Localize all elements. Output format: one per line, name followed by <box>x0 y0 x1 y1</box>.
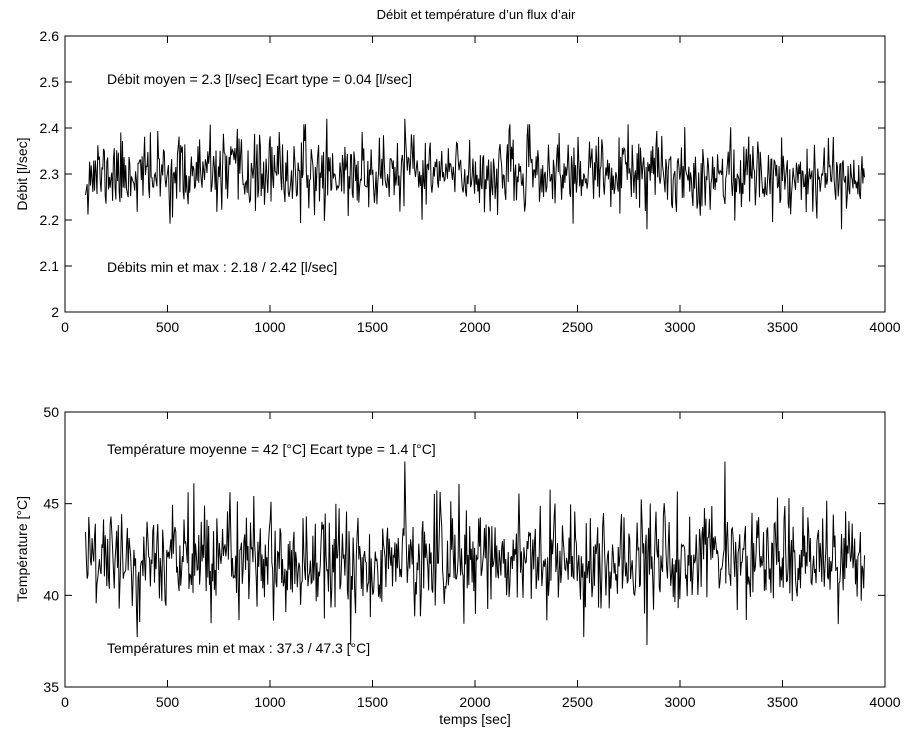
temperature-series-line <box>85 461 865 645</box>
flow-stats-annotation: Débit moyen = 2.3 [l/sec] Ecart type = 0… <box>107 71 412 87</box>
flow-ytick-label: 2.4 <box>40 120 60 136</box>
temperature-xtick-label: 1500 <box>357 694 388 710</box>
temperature-ytick-label: 35 <box>43 679 59 695</box>
temperature-xtick-label: 1000 <box>254 694 285 710</box>
flow-ytick-label: 2.6 <box>40 28 60 44</box>
temperature-ytick-label: 45 <box>43 496 59 512</box>
flow-xtick-label: 3000 <box>664 319 695 335</box>
temperature-ytick-label: 40 <box>43 587 59 603</box>
temperature-xtick-label: 0 <box>61 694 69 710</box>
temperature-minmax-annotation: Températures min et max : 37.3 / 47.3 [°… <box>107 640 370 656</box>
flow-xtick-label: 0 <box>61 319 69 335</box>
temperature-xlabel: temps [sec] <box>439 711 511 727</box>
flow-rate-plot: Débit [l/sec] Débit moyen = 2.3 [l/sec] … <box>14 28 901 335</box>
temperature-xtick-label: 2500 <box>562 694 593 710</box>
temperature-xtick-label: 500 <box>156 694 180 710</box>
flow-ylabel: Débit [l/sec] <box>14 137 30 210</box>
flow-xtick-label: 3500 <box>767 319 798 335</box>
temperature-xtick-label: 3000 <box>664 694 695 710</box>
temperature-xtick-label: 3500 <box>767 694 798 710</box>
temperature-plot: Température [°C] temps [sec] Température… <box>14 404 901 727</box>
temperature-ylabel: Température [°C] <box>14 496 30 602</box>
flow-ytick-label: 2.1 <box>40 258 60 274</box>
flow-series-line <box>85 118 865 230</box>
flow-xtick-label: 2500 <box>562 319 593 335</box>
flow-xtick-label: 2000 <box>459 319 490 335</box>
flow-xtick-label: 4000 <box>869 319 900 335</box>
flow-ytick-label: 2.3 <box>40 166 60 182</box>
temperature-xtick-label: 4000 <box>869 694 900 710</box>
flow-xtick-label: 1000 <box>254 319 285 335</box>
flow-ytick-label: 2.5 <box>40 74 60 90</box>
flow-xtick-label: 500 <box>156 319 180 335</box>
flow-xtick-label: 1500 <box>357 319 388 335</box>
temperature-ytick-label: 50 <box>43 404 59 420</box>
flow-ytick-label: 2.2 <box>40 212 60 228</box>
flow-ytick-label: 2 <box>51 304 59 320</box>
temperature-xtick-label: 2000 <box>459 694 490 710</box>
temperature-stats-annotation: Température moyenne = 42 [°C] Ecart type… <box>107 441 436 457</box>
flow-minmax-annotation: Débits min et max : 2.18 / 2.42 [l/sec] <box>107 259 337 275</box>
chart-title: Débit et température d’un flux d’air <box>377 7 576 22</box>
